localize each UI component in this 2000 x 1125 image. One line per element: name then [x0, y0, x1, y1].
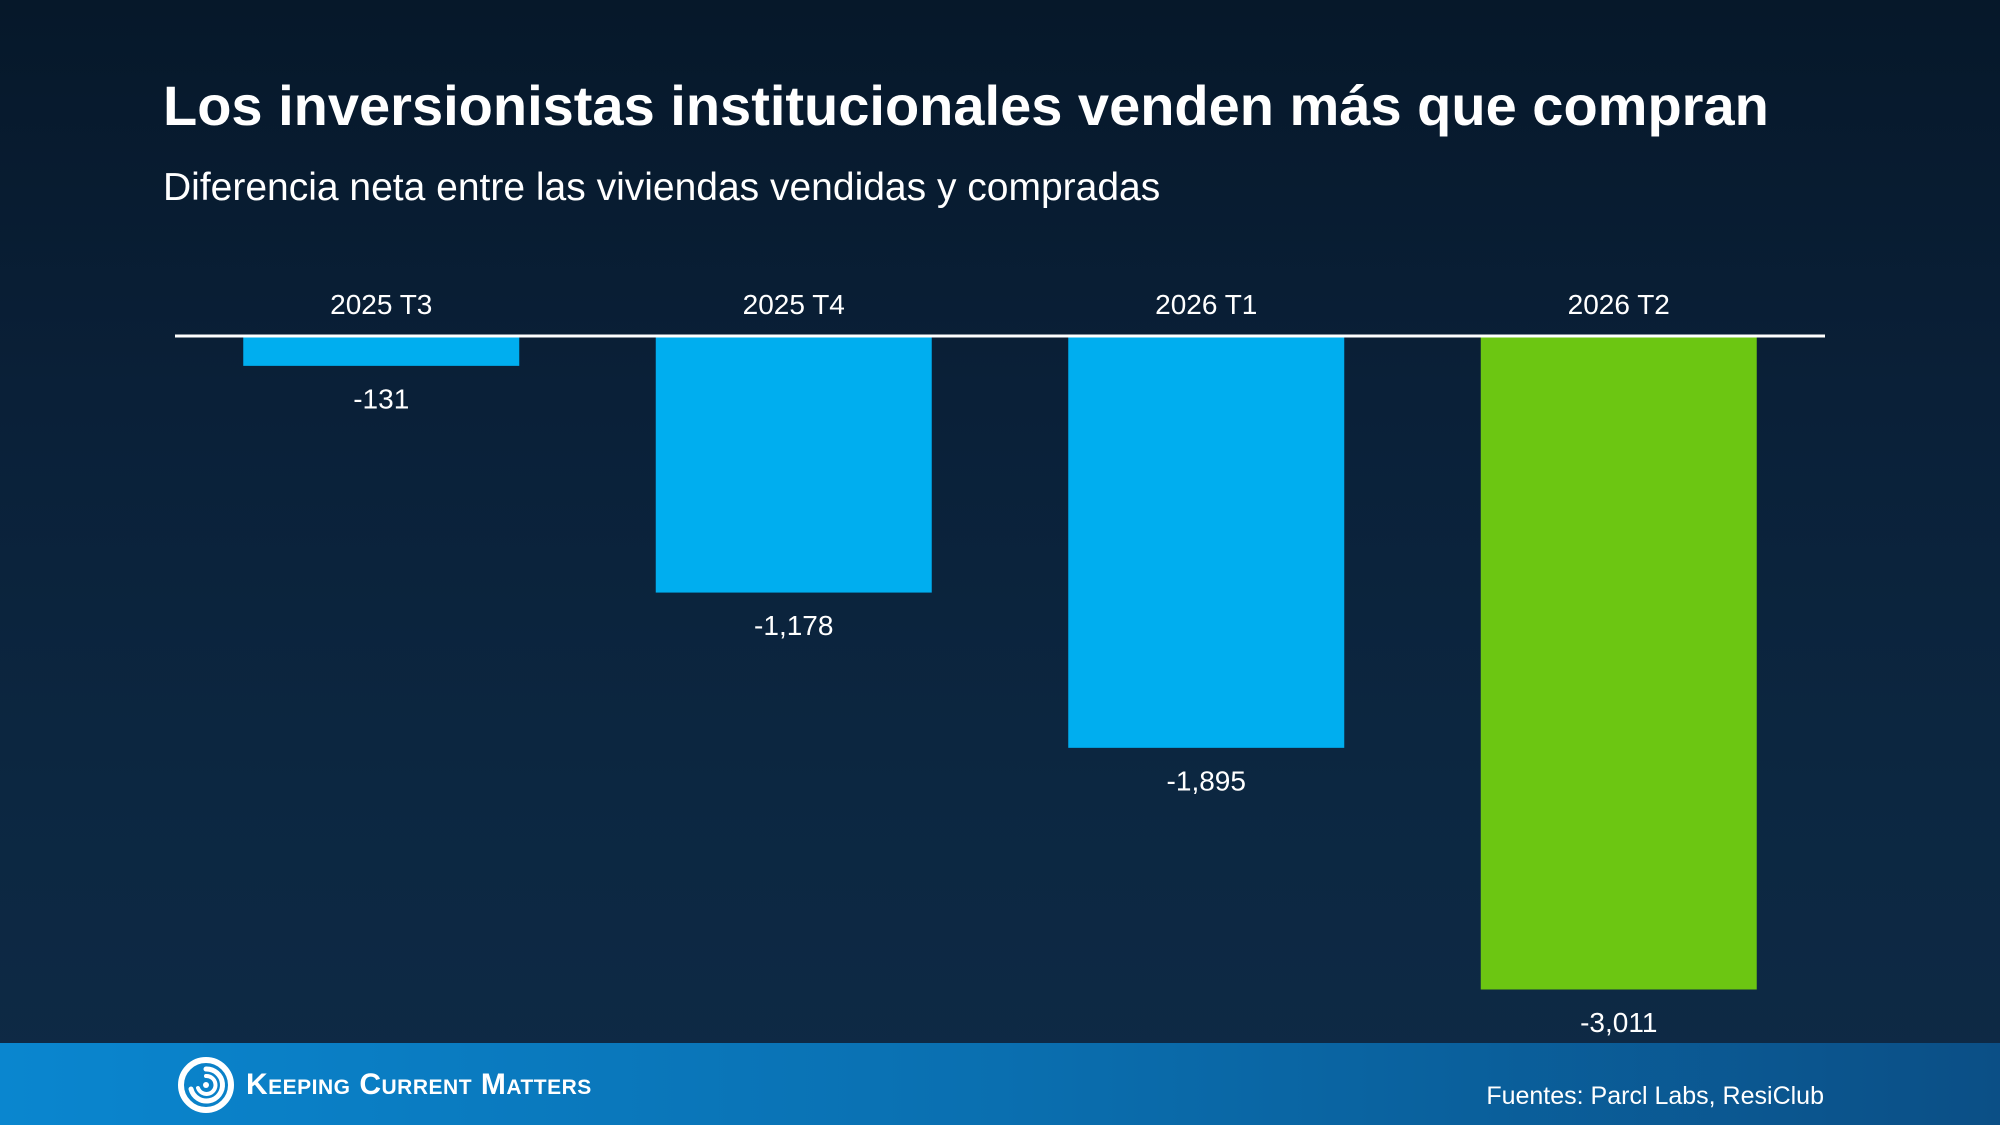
bar-value-label: -131 — [353, 383, 409, 414]
category-tick-label: 2026 T1 — [1155, 289, 1257, 320]
bar — [243, 337, 520, 366]
bar — [1068, 337, 1345, 748]
bar-value-label: -1,178 — [754, 610, 833, 641]
bar-value-label: -3,011 — [1580, 1007, 1657, 1038]
bar-chart: 2025 T3 -131 2025 T4 -1,178 2026 T1 -1,895 202… — [243, 289, 1757, 1038]
bar — [1480, 337, 1757, 990]
chart-subtitle: Diferencia neta entre las viviendas vend… — [163, 166, 1161, 209]
bar — [655, 337, 932, 593]
footer-bar: Keeping Current Matters Fuentes: Parcl L… — [0, 1043, 2000, 1125]
source-note: Fuentes: Parcl Labs, ResiClub — [1486, 1082, 1824, 1110]
category-tick-label: 2025 T4 — [743, 289, 845, 320]
bar-value-label: -1,895 — [1167, 765, 1246, 796]
chart-title: Los inversionistas institucionales vende… — [163, 74, 1769, 137]
swirl-logo-icon — [178, 1057, 234, 1113]
category-tick-label: 2026 T2 — [1568, 289, 1670, 320]
category-tick-label: 2025 T3 — [330, 289, 432, 320]
brand-name: Keeping Current Matters — [246, 1068, 592, 1101]
brand-logo: Keeping Current Matters — [178, 1057, 592, 1113]
